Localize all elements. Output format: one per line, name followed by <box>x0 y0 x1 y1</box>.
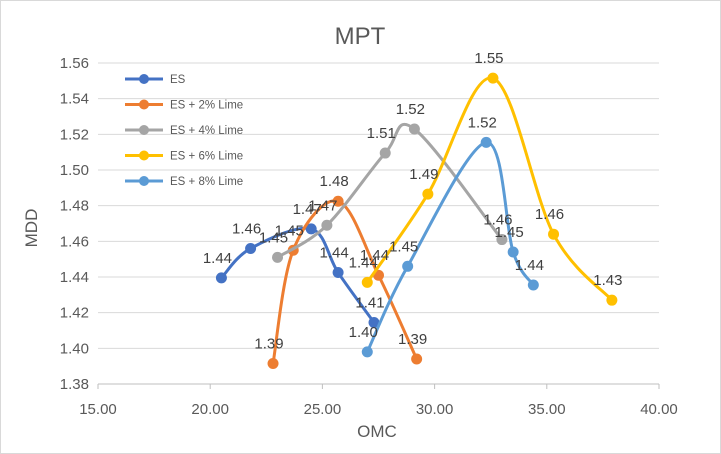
legend-label: ES <box>170 74 186 86</box>
y-tick-label: 1.52 <box>60 126 89 143</box>
legend-label: ES + 4% Lime <box>170 125 243 137</box>
data-label: 1.52 <box>396 101 425 118</box>
data-label: 1.51 <box>367 125 396 142</box>
x-tick-label: 20.00 <box>191 401 229 418</box>
data-point <box>245 242 257 254</box>
y-tick-label: 1.44 <box>60 269 89 286</box>
data-point <box>368 316 380 328</box>
data-label: 1.47 <box>293 201 322 218</box>
data-label: 1.44 <box>360 247 389 264</box>
data-point <box>411 353 423 365</box>
data-label: 1.43 <box>593 272 622 289</box>
data-label: 1.48 <box>320 173 349 190</box>
data-label: 1.45 <box>275 222 304 239</box>
y-tick-label: 1.42 <box>60 305 89 322</box>
data-label: 1.46 <box>483 212 512 229</box>
data-label: 1.52 <box>468 114 497 131</box>
data-label: 1.55 <box>474 50 503 67</box>
data-point <box>606 294 618 306</box>
data-labels: 1.441.461.471.441.411.391.451.481.441.39… <box>203 50 623 352</box>
data-label: 1.45 <box>389 238 418 255</box>
data-point <box>527 279 539 291</box>
data-label: 1.45 <box>495 224 524 241</box>
series-group <box>215 72 618 369</box>
x-tick-label: 15.00 <box>79 401 117 418</box>
data-label: 1.39 <box>398 331 427 348</box>
data-label: 1.46 <box>232 220 261 237</box>
x-tick-label: 25.00 <box>304 401 342 418</box>
x-tick-label: 40.00 <box>640 401 678 418</box>
data-point <box>321 219 333 231</box>
y-tick-label: 1.46 <box>60 233 89 250</box>
data-point <box>496 234 508 246</box>
data-label: 1.44 <box>320 245 349 262</box>
legend-marker <box>139 74 149 84</box>
y-tick-label: 1.56 <box>60 55 89 72</box>
legend-marker <box>139 125 149 135</box>
data-point <box>548 228 560 240</box>
data-label: 1.40 <box>349 324 378 341</box>
x-tick-label: 30.00 <box>416 401 454 418</box>
legend-marker <box>139 176 149 186</box>
data-point <box>305 223 317 235</box>
data-point <box>480 136 492 148</box>
data-point <box>408 123 420 135</box>
data-point <box>379 147 391 159</box>
x-tick-label: 35.00 <box>528 401 566 418</box>
data-point <box>487 72 499 84</box>
y-tick-label: 1.50 <box>60 162 89 179</box>
y-tick-label: 1.38 <box>60 376 89 393</box>
data-point <box>422 188 434 200</box>
axes: 1.381.401.421.441.461.481.501.521.541.56… <box>60 55 678 418</box>
legend-marker <box>139 99 149 110</box>
y-tick-label: 1.48 <box>60 198 89 215</box>
data-point <box>272 251 284 263</box>
legend-label: ES + 2% Lime <box>170 100 243 112</box>
data-label: 1.39 <box>254 335 283 352</box>
gridlines <box>98 62 659 385</box>
data-label: 1.49 <box>409 166 438 183</box>
data-label: 1.41 <box>355 294 384 311</box>
y-tick-label: 1.54 <box>60 91 89 108</box>
legend: ES ES + 2% Lime ES + 4% Lime ES + 6% Lime ES… <box>125 74 243 188</box>
data-point <box>402 260 414 272</box>
y-tick-label: 1.40 <box>60 340 89 357</box>
data-point <box>332 195 344 207</box>
x-axis-title: OMC <box>357 422 397 441</box>
data-label: 1.44 <box>203 250 232 267</box>
data-point <box>361 346 373 358</box>
legend-label: ES + 6% Lime <box>170 151 243 163</box>
legend-marker <box>139 150 149 161</box>
data-point <box>332 267 344 279</box>
data-point <box>267 357 279 369</box>
legend-label: ES + 8% Lime <box>170 176 243 188</box>
chart-title: MPT <box>335 23 386 50</box>
data-label: 1.44 <box>349 254 378 271</box>
data-label: 1.47 <box>308 197 337 214</box>
data-point <box>507 246 519 258</box>
data-label: 1.46 <box>535 206 564 223</box>
data-point <box>215 272 227 284</box>
y-axis-title: MDD <box>22 209 41 248</box>
data-label: 1.45 <box>259 229 288 246</box>
data-point <box>361 276 373 288</box>
data-label: 1.44 <box>515 257 544 274</box>
